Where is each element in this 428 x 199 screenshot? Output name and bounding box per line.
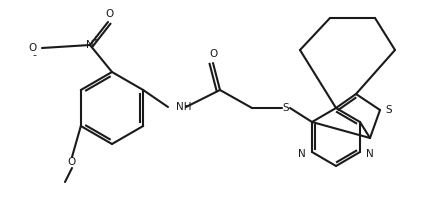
Text: O: O — [210, 49, 218, 59]
Text: -: - — [32, 50, 36, 60]
Text: S: S — [386, 105, 392, 115]
Text: N: N — [298, 149, 306, 159]
Text: +: + — [92, 35, 98, 45]
Text: O: O — [68, 157, 76, 167]
Text: N: N — [86, 40, 94, 50]
Text: N: N — [366, 149, 374, 159]
Text: O: O — [106, 9, 114, 19]
Text: NH: NH — [176, 102, 191, 112]
Text: O: O — [29, 43, 37, 53]
Text: S: S — [282, 103, 289, 113]
